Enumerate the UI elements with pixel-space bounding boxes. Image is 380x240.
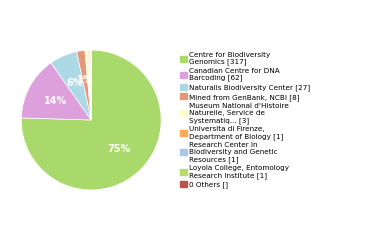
Text: 6%: 6% — [67, 78, 83, 88]
Text: 14%: 14% — [44, 96, 67, 106]
Wedge shape — [88, 50, 91, 120]
Wedge shape — [89, 50, 91, 120]
Legend: Centre for Biodiversity
Genomics [317], Canadian Centre for DNA
Barcoding [62], : Centre for Biodiversity Genomics [317], … — [179, 50, 312, 190]
Wedge shape — [85, 50, 91, 120]
Wedge shape — [90, 50, 91, 120]
Wedge shape — [77, 50, 91, 120]
Wedge shape — [21, 63, 91, 120]
Wedge shape — [21, 50, 161, 190]
Text: 75%: 75% — [108, 144, 131, 154]
Wedge shape — [51, 52, 91, 120]
Text: 1%: 1% — [77, 75, 93, 85]
